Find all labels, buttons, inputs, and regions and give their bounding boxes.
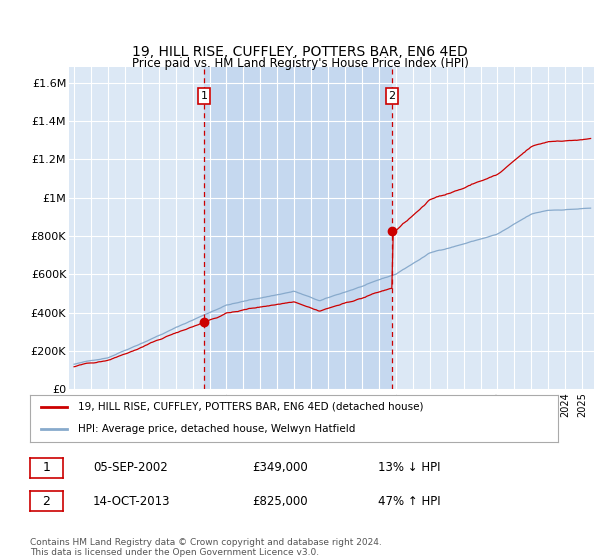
Text: £349,000: £349,000 bbox=[252, 461, 308, 474]
Text: 05-SEP-2002: 05-SEP-2002 bbox=[93, 461, 168, 474]
Text: 2: 2 bbox=[389, 91, 395, 101]
Text: 1: 1 bbox=[43, 461, 50, 474]
Text: £825,000: £825,000 bbox=[252, 494, 308, 508]
Text: 2: 2 bbox=[43, 494, 50, 508]
Text: Contains HM Land Registry data © Crown copyright and database right 2024.
This d: Contains HM Land Registry data © Crown c… bbox=[30, 538, 382, 557]
Text: 14-OCT-2013: 14-OCT-2013 bbox=[93, 494, 170, 508]
Text: 19, HILL RISE, CUFFLEY, POTTERS BAR, EN6 4ED (detached house): 19, HILL RISE, CUFFLEY, POTTERS BAR, EN6… bbox=[77, 402, 423, 412]
Text: 19, HILL RISE, CUFFLEY, POTTERS BAR, EN6 4ED: 19, HILL RISE, CUFFLEY, POTTERS BAR, EN6… bbox=[132, 45, 468, 59]
Bar bbox=[204, 67, 392, 389]
Text: 1: 1 bbox=[200, 91, 208, 101]
Text: HPI: Average price, detached house, Welwyn Hatfield: HPI: Average price, detached house, Welw… bbox=[77, 424, 355, 434]
Text: Price paid vs. HM Land Registry's House Price Index (HPI): Price paid vs. HM Land Registry's House … bbox=[131, 57, 469, 70]
Text: 47% ↑ HPI: 47% ↑ HPI bbox=[378, 494, 440, 508]
Text: 13% ↓ HPI: 13% ↓ HPI bbox=[378, 461, 440, 474]
